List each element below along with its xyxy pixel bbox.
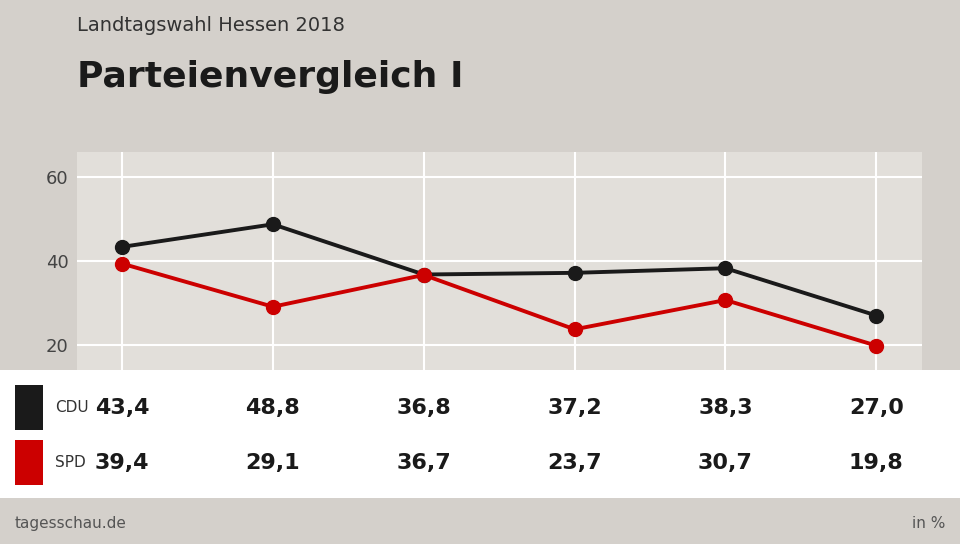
Text: 48,8: 48,8 (246, 398, 300, 418)
Bar (15, 440, 43, 485)
Text: 37,2: 37,2 (547, 398, 602, 418)
Text: 30,7: 30,7 (698, 453, 753, 473)
Text: tagesschau.de: tagesschau.de (15, 516, 127, 531)
Text: 36,8: 36,8 (396, 398, 451, 418)
Text: 29,1: 29,1 (246, 453, 300, 473)
Text: 43,4: 43,4 (95, 398, 150, 418)
Text: Parteienvergleich I: Parteienvergleich I (77, 60, 464, 94)
Text: 38,3: 38,3 (698, 398, 753, 418)
Text: 36,7: 36,7 (396, 453, 451, 473)
Bar (15, 385, 43, 430)
Text: Landtagswahl Hessen 2018: Landtagswahl Hessen 2018 (77, 16, 345, 35)
Text: in %: in % (912, 516, 945, 531)
Text: 23,7: 23,7 (547, 453, 602, 473)
Text: 19,8: 19,8 (849, 453, 903, 473)
Text: CDU: CDU (55, 400, 88, 415)
Text: SPD: SPD (55, 455, 85, 471)
Text: 39,4: 39,4 (95, 453, 150, 473)
Text: 27,0: 27,0 (849, 398, 903, 418)
